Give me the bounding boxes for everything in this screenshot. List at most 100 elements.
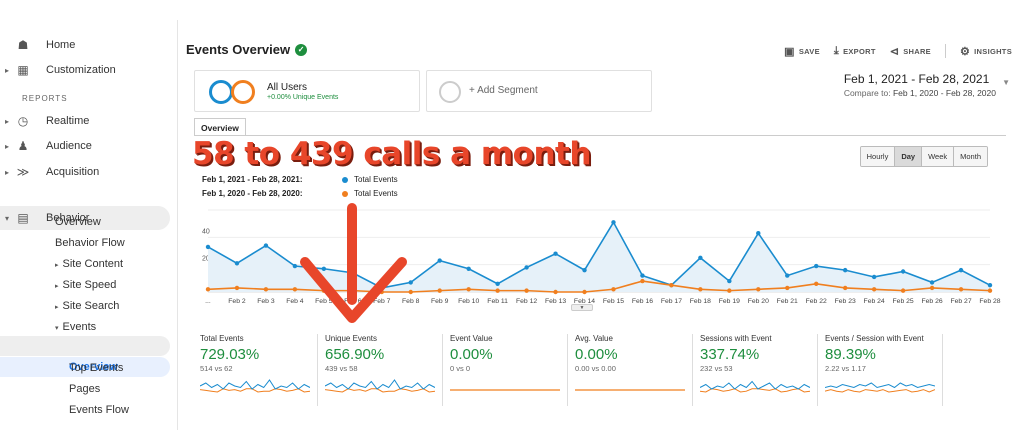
data-point[interactable] xyxy=(814,263,819,269)
export-button[interactable]: ⤓ EXPORT xyxy=(834,45,876,58)
share-button[interactable]: ⊲ SHARE xyxy=(890,45,931,58)
data-point[interactable] xyxy=(524,288,529,293)
data-point[interactable] xyxy=(900,269,906,274)
data-point[interactable] xyxy=(205,287,211,292)
data-point[interactable] xyxy=(929,280,935,285)
date-range-picker[interactable]: Feb 1, 2021 - Feb 28, 2021 Compare to: F… xyxy=(844,72,1010,98)
sidebar-item-events-flow[interactable]: Events Flow xyxy=(69,404,129,416)
data-point[interactable] xyxy=(263,243,269,248)
granularity-month[interactable]: Month xyxy=(954,147,987,166)
data-point[interactable] xyxy=(842,267,848,273)
sidebar-item-customization[interactable]: ▸ ▦ Customization xyxy=(0,59,170,81)
data-point[interactable] xyxy=(611,220,616,225)
sidebar-item-site-search[interactable]: ▸ Site Search xyxy=(55,300,119,312)
data-point[interactable] xyxy=(495,288,500,293)
data-point[interactable] xyxy=(958,287,964,292)
data-point[interactable] xyxy=(379,285,384,291)
data-point[interactable] xyxy=(698,287,703,292)
sidebar-item-acquisition[interactable]: ▸ ≫ Acquisition xyxy=(0,161,170,183)
metric-compare: 2.22 vs 1.17 xyxy=(825,364,866,373)
metric-tile[interactable]: Unique Events 656.90% 439 vs 58 xyxy=(319,334,443,406)
data-point[interactable] xyxy=(350,270,356,276)
data-point[interactable] xyxy=(669,282,674,288)
data-point[interactable] xyxy=(958,267,964,273)
tab-overview[interactable]: Overview xyxy=(194,118,246,139)
report-toolbar: ▣ SAVE ⤓ EXPORT ⊲ SHARE ⚙ INSIGHTS xyxy=(784,44,1012,58)
data-point[interactable] xyxy=(205,244,211,250)
granularity-day[interactable]: Day xyxy=(895,147,923,166)
data-point[interactable] xyxy=(553,251,558,256)
sidebar-item-label: Behavior xyxy=(46,212,90,224)
sidebar-item-realtime[interactable]: ▸ ◷ Realtime xyxy=(0,110,170,132)
sidebar-item-events[interactable]: ▾ Events xyxy=(55,321,96,333)
data-point[interactable] xyxy=(437,258,442,263)
home-icon: ☗ xyxy=(17,38,29,52)
data-point[interactable] xyxy=(466,287,471,292)
save-button[interactable]: ▣ SAVE xyxy=(784,45,820,58)
sidebar-item-audience[interactable]: ▸ ♟ Audience xyxy=(0,135,170,157)
sidebar-item-behavior[interactable]: ▾ ▤ Behavior xyxy=(0,207,170,229)
data-point[interactable] xyxy=(640,278,645,284)
metric-tile[interactable]: Total Events 729.03% 514 vs 62 xyxy=(194,334,318,406)
data-point[interactable] xyxy=(292,263,298,269)
data-point[interactable] xyxy=(234,261,240,266)
metric-label: Event Value xyxy=(450,334,493,343)
sidebar-item-site-speed[interactable]: ▸ Site Speed xyxy=(55,279,116,291)
data-point[interactable] xyxy=(263,287,269,292)
sidebar-item-pages[interactable]: Pages xyxy=(69,383,101,395)
sidebar-item-site-content[interactable]: ▸ Site Content xyxy=(55,258,123,270)
person-icon: ♟ xyxy=(17,139,29,153)
data-point[interactable] xyxy=(495,281,500,286)
data-point[interactable] xyxy=(611,287,616,292)
data-point[interactable] xyxy=(350,288,356,293)
chart-resize-handle[interactable]: ▼ xyxy=(571,304,593,311)
data-point[interactable] xyxy=(582,289,587,295)
sidebar-item-behavior-flow[interactable]: Behavior Flow xyxy=(55,237,125,249)
data-point[interactable] xyxy=(524,265,529,270)
metric-tile[interactable]: Events / Session with Event 89.39% 2.22 vs… xyxy=(819,334,943,406)
sidebar-item-events-overview[interactable]: Overview xyxy=(0,357,170,377)
data-point[interactable] xyxy=(379,289,384,295)
data-point[interactable] xyxy=(785,285,790,291)
granularity-week[interactable]: Week xyxy=(922,147,955,166)
legend-dot-current xyxy=(342,176,348,183)
metric-tile[interactable]: Avg. Value 0.00% 0.00 vs 0.00 xyxy=(569,334,693,406)
data-point[interactable] xyxy=(292,287,298,292)
data-point[interactable] xyxy=(582,267,587,273)
data-point[interactable] xyxy=(321,288,327,293)
data-point[interactable] xyxy=(408,280,413,285)
metric-label: Sessions with Event xyxy=(700,334,772,343)
data-point[interactable] xyxy=(640,273,645,278)
data-point[interactable] xyxy=(785,273,790,278)
granularity-hourly[interactable]: Hourly xyxy=(860,147,896,166)
segment-all-users[interactable]: All Users +0.00% Unique Events xyxy=(194,70,420,112)
data-point[interactable] xyxy=(727,288,732,293)
data-point[interactable] xyxy=(900,288,906,293)
data-point[interactable] xyxy=(929,285,935,291)
data-point[interactable] xyxy=(987,288,993,293)
metric-tile[interactable]: Sessions with Event 337.74% 232 vs 53 xyxy=(694,334,818,406)
sidebar-item-behavior-overview[interactable]: Overview xyxy=(55,216,101,228)
data-point[interactable] xyxy=(987,282,993,288)
data-point[interactable] xyxy=(756,287,761,292)
data-point[interactable] xyxy=(234,285,240,291)
data-point[interactable] xyxy=(466,266,471,271)
insights-icon: ⚙ xyxy=(960,45,971,58)
data-point[interactable] xyxy=(871,287,877,292)
data-point[interactable] xyxy=(814,281,819,286)
insights-button[interactable]: ⚙ INSIGHTS xyxy=(960,45,1012,58)
data-point[interactable] xyxy=(408,289,413,295)
data-point[interactable] xyxy=(698,255,703,261)
add-segment-button[interactable]: + Add Segment xyxy=(426,70,652,112)
sidebar-item-home[interactable]: ☗ Home xyxy=(0,34,170,56)
data-point[interactable] xyxy=(553,289,558,295)
data-point[interactable] xyxy=(871,274,877,280)
data-point[interactable] xyxy=(437,288,442,293)
metric-tile[interactable]: Event Value 0.00% 0 vs 0 xyxy=(444,334,568,406)
data-point[interactable] xyxy=(727,278,732,284)
data-point[interactable] xyxy=(842,285,848,291)
caret-right-icon: ▸ xyxy=(55,283,59,290)
sidebar-item-top-events[interactable]: Top Events xyxy=(69,362,124,374)
data-point[interactable] xyxy=(756,231,761,236)
data-point[interactable] xyxy=(321,266,327,271)
